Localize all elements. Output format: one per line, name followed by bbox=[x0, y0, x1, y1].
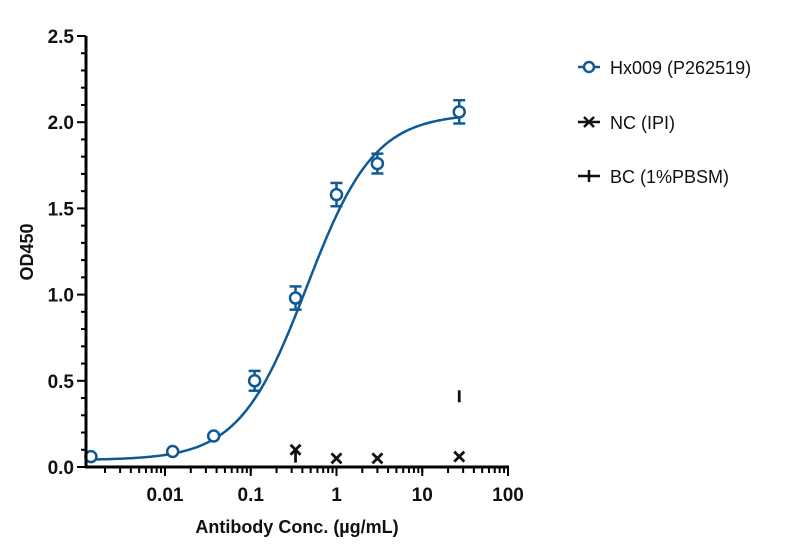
x-tick-label: 100 bbox=[492, 485, 524, 506]
y-tick-label: 0.5 bbox=[48, 372, 75, 393]
y-axis-title: OD450 bbox=[17, 223, 37, 280]
y-tick-label: 2.0 bbox=[48, 113, 74, 134]
legend-label: BC (1%PBSM) bbox=[610, 167, 729, 187]
x-marker-icon bbox=[583, 116, 595, 128]
x-tick-label: 0.01 bbox=[146, 485, 183, 506]
y-tick-label: 1.0 bbox=[48, 286, 74, 307]
legend-label: Hx009 (P262519) bbox=[610, 58, 751, 78]
y-tick-label: 0.0 bbox=[48, 458, 74, 479]
y-axis: 0.0 0.5 1.0 1.5 2.0 2.5 bbox=[48, 27, 88, 479]
x-tick-label: 10 bbox=[412, 485, 433, 506]
data-point bbox=[370, 156, 385, 171]
plot-area bbox=[84, 98, 466, 465]
x-marker-icon bbox=[330, 452, 343, 465]
x-axis-title: Antibody Conc. (µg/mL) bbox=[195, 517, 398, 537]
legend-item-hx009[interactable]: Hx009 (P262519) bbox=[578, 58, 751, 78]
x-marker-icon bbox=[453, 450, 466, 463]
legend-item-bc[interactable]: BC (1%PBSM) bbox=[578, 167, 729, 187]
data-point bbox=[329, 187, 344, 202]
data-point bbox=[452, 105, 466, 119]
fit-curve bbox=[91, 116, 460, 461]
legend: Hx009 (P262519) NC (IPI) BC (1%PBSM) bbox=[578, 58, 751, 187]
x-marker-icon bbox=[371, 452, 384, 465]
data-point bbox=[288, 291, 303, 305]
x-tick-label: 1 bbox=[331, 485, 342, 506]
data-point bbox=[247, 374, 262, 388]
open-circle-marker-icon bbox=[582, 60, 596, 74]
y-tick-label: 2.5 bbox=[48, 27, 75, 48]
x-axis: 0.01 0.1 1 10 100 bbox=[85, 465, 524, 506]
legend-label: NC (IPI) bbox=[610, 113, 675, 133]
data-point bbox=[206, 429, 221, 443]
x-tick-label: 0.1 bbox=[238, 485, 265, 506]
data-point bbox=[165, 444, 180, 459]
x-marker-icon bbox=[289, 443, 302, 456]
legend-item-nc[interactable]: NC (IPI) bbox=[578, 113, 675, 133]
y-tick-label: 1.5 bbox=[48, 199, 75, 220]
